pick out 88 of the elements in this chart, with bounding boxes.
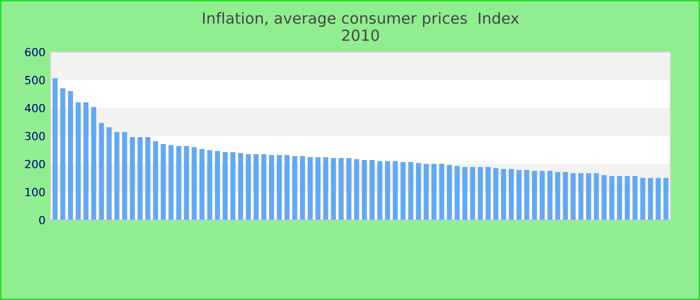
bar — [292, 156, 298, 220]
bar — [354, 159, 360, 220]
bar — [315, 157, 320, 220]
bar — [76, 102, 81, 220]
bar — [446, 165, 452, 220]
bar — [586, 173, 592, 220]
bar — [370, 160, 375, 220]
bar — [330, 158, 336, 220]
bar — [648, 178, 654, 220]
bar — [532, 170, 538, 220]
y-tick-label: 100 — [26, 188, 45, 196]
bar — [238, 152, 244, 220]
bar — [656, 178, 661, 220]
bar — [130, 137, 135, 220]
bar — [562, 172, 568, 220]
bar — [640, 178, 646, 220]
bar — [385, 161, 390, 220]
bar — [501, 168, 506, 220]
bar — [269, 154, 274, 220]
bar — [400, 162, 406, 220]
bar — [83, 102, 88, 220]
bar — [462, 166, 468, 220]
bar — [207, 150, 212, 220]
bar — [192, 147, 197, 220]
bar — [114, 132, 120, 220]
bar — [516, 170, 522, 220]
bar — [138, 137, 143, 220]
bar — [246, 154, 251, 220]
bar — [594, 173, 599, 220]
bar — [68, 91, 74, 220]
bar — [168, 145, 174, 220]
bar — [578, 173, 584, 220]
bar — [52, 78, 58, 220]
bar — [214, 151, 220, 220]
bar — [439, 164, 444, 220]
bar — [308, 157, 313, 220]
bar — [184, 146, 190, 220]
bar — [486, 166, 491, 220]
bar — [323, 157, 328, 220]
bar — [230, 152, 236, 220]
bar — [145, 137, 150, 220]
bar — [570, 173, 576, 220]
bar — [478, 166, 483, 220]
bar — [91, 107, 96, 220]
bar — [454, 166, 460, 220]
y-tick-label: 0 — [39, 216, 45, 224]
bar — [408, 162, 414, 220]
y-tick-label: 500 — [25, 76, 45, 84]
bar — [284, 154, 290, 220]
bar — [199, 149, 204, 220]
y-tick-label: 300 — [25, 132, 45, 140]
bar — [300, 156, 306, 220]
y-tick-label: 200 — [25, 160, 45, 168]
bar — [624, 176, 630, 220]
bar — [493, 168, 498, 220]
bar — [416, 163, 422, 220]
bar — [338, 158, 344, 220]
bar — [153, 141, 158, 220]
bar — [540, 170, 545, 220]
bar — [617, 176, 622, 220]
bar — [392, 161, 398, 220]
bar — [254, 154, 259, 220]
bar — [276, 154, 282, 220]
bar — [222, 152, 228, 220]
bar — [106, 127, 112, 220]
bar — [122, 132, 128, 220]
bar — [60, 88, 66, 220]
bar — [508, 168, 514, 220]
bar — [424, 164, 429, 220]
bar — [431, 164, 436, 220]
bar — [261, 154, 266, 220]
bar — [555, 172, 560, 220]
bar — [346, 158, 352, 220]
bar — [176, 146, 182, 220]
chart-title: Inflation, average consumer prices Index 2010 — [203, 12, 519, 42]
bar — [362, 160, 367, 220]
bar — [470, 166, 476, 220]
bar — [377, 161, 382, 220]
bar — [160, 144, 166, 220]
bar — [609, 176, 614, 220]
y-tick-label: 600 — [25, 48, 45, 56]
bar — [524, 170, 530, 220]
bar — [663, 178, 668, 220]
bar — [547, 170, 552, 220]
y-tick-label: 400 — [24, 104, 45, 112]
bar — [632, 176, 638, 220]
bar — [98, 123, 104, 220]
bar — [602, 175, 607, 220]
